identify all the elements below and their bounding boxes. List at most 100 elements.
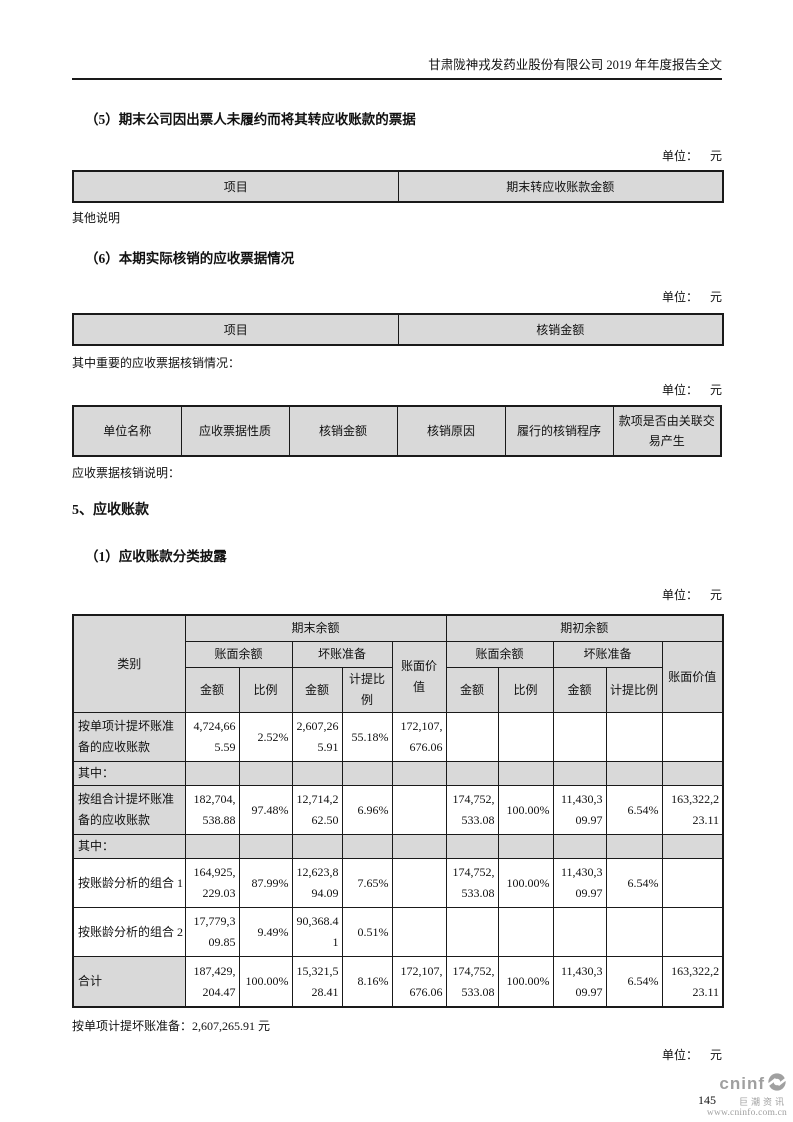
table-cell xyxy=(497,761,554,786)
table-cell xyxy=(605,907,663,957)
table-cell: 9.49% xyxy=(238,907,293,957)
table-cell xyxy=(391,858,447,908)
page-header: 甘肃陇神戎发药业股份有限公司 2019 年年度报告全文 xyxy=(72,0,722,80)
col-header-item: 项目 xyxy=(72,313,399,346)
table-cell xyxy=(445,907,499,957)
table-row-subheader: 其中： xyxy=(72,761,724,786)
table-cell: 11,430,309.97 xyxy=(552,956,607,1008)
table-cell: 172,107,676.06 xyxy=(391,712,447,762)
col-header-writeoff-reason: 核销原因 xyxy=(396,405,506,457)
unit-label: 单位： xyxy=(661,588,698,602)
table-cell: 7.65% xyxy=(341,858,393,908)
table-cell: 174,752,533.08 xyxy=(445,785,499,835)
unit-label: 单位： xyxy=(661,149,698,163)
table-cell: 100.00% xyxy=(497,956,554,1008)
col-header-amount: 金额 xyxy=(291,667,343,713)
cninfo-logo: cninf 巨潮资讯 www.cninfo.com.cn xyxy=(707,1072,792,1119)
writeoff-explain-note: 应收票据核销说明： xyxy=(72,466,181,480)
table-cell xyxy=(552,712,607,762)
table-cell xyxy=(291,761,343,786)
table-cell xyxy=(552,761,607,786)
table-header-row: 项目 核销金额 xyxy=(72,313,724,346)
table-row-total: 合计 187,429,204.47 100.00% 15,321,528.41 … xyxy=(72,956,724,1008)
cninfo-brand-row: cninf xyxy=(707,1072,792,1097)
cninfo-swirl-icon xyxy=(762,1072,792,1097)
table-cell: 4,724,665.59 xyxy=(184,712,240,762)
table-cell xyxy=(445,834,499,859)
table-cell: 174,752,533.08 xyxy=(445,956,499,1008)
table-cell xyxy=(341,834,393,859)
table-cell xyxy=(184,834,240,859)
col-header-amount: 金额 xyxy=(445,667,499,713)
col-header-amount: 金额 xyxy=(184,667,240,713)
table-cell: 87.99% xyxy=(238,858,293,908)
cninfo-cn-name: 巨潮资讯 xyxy=(738,1096,787,1107)
important-writeoff-note: 其中重要的应收票据核销情况： xyxy=(72,356,241,370)
table-cell xyxy=(605,712,663,762)
table-cell xyxy=(391,761,447,786)
unit-line-5: 单位： 元 xyxy=(72,1046,722,1063)
table-cell xyxy=(661,834,724,859)
row-label: 按单项计提坏账准备的应收账款 xyxy=(72,712,186,762)
col-header-unit-name: 单位名称 xyxy=(72,405,182,457)
other-note: 其他说明 xyxy=(72,211,121,225)
table-cell: 2,607,265.91 xyxy=(291,712,343,762)
table-cell xyxy=(291,834,343,859)
unit-value: 元 xyxy=(709,290,722,304)
col-header-ratio: 比例 xyxy=(497,667,554,713)
col-header-writeoff-amount: 核销金额 xyxy=(397,313,724,346)
col-header-writeoff-amount: 核销金额 xyxy=(288,405,398,457)
table-cell: 100.00% xyxy=(238,956,293,1008)
table-cell: 12,714,262.50 xyxy=(291,785,343,835)
table-cell: 2.52% xyxy=(238,712,293,762)
col-header-note-nature: 应收票据性质 xyxy=(180,405,290,457)
individual-provision-footnote: 按单项计提坏账准备：2,607,265.91 元 xyxy=(72,1019,271,1033)
table-cell xyxy=(238,834,293,859)
table-cell: 8.16% xyxy=(341,956,393,1008)
table-cell: 100.00% xyxy=(497,785,554,835)
table-header-row: 金额 比例 金额 计提比例 金额 比例 金额 计提比例 xyxy=(73,667,723,713)
table-cell xyxy=(497,712,554,762)
col-header-transferred-amount: 期末转应收账款金额 xyxy=(397,170,724,203)
row-label: 按组合计提坏账准备的应收账款 xyxy=(72,785,186,835)
table-cell: 182,704,538.88 xyxy=(184,785,240,835)
table-cell: 11,430,309.97 xyxy=(552,858,607,908)
table-cell xyxy=(391,785,447,835)
table-cell xyxy=(497,907,554,957)
table-cell xyxy=(552,834,607,859)
table-cell: 97.48% xyxy=(238,785,293,835)
col-header-bad-debt: 坏账准备 xyxy=(291,641,393,668)
table-cell: 17,779,309.85 xyxy=(184,907,240,957)
unit-line-3: 单位： 元 xyxy=(72,381,722,398)
table-cell xyxy=(391,834,447,859)
unit-label: 单位： xyxy=(661,290,698,304)
table-cell: 6.54% xyxy=(605,858,663,908)
table-row-group-provision: 按组合计提坏账准备的应收账款 182,704,538.88 97.48% 12,… xyxy=(72,785,724,835)
table-header-row: 单位名称 应收票据性质 核销金额 核销原因 履行的核销程序 款项是否由关联交易产… xyxy=(72,405,722,457)
table-header-row: 类别 期末余额 期初余额 xyxy=(72,614,724,713)
col-header-ratio: 比例 xyxy=(238,667,293,713)
page-number: 145 xyxy=(698,1093,716,1107)
table-cell xyxy=(445,712,499,762)
unit-label: 单位： xyxy=(661,383,698,397)
table-header-row: 账面余额 坏账准备 账面价值 账面余额 坏账准备 账面价值 xyxy=(73,641,724,713)
section-ar-sub-heading: （1）应收账款分类披露 xyxy=(85,549,227,564)
col-header-book-value: 账面价值 xyxy=(391,641,447,713)
table-cell xyxy=(238,761,293,786)
unit-line-1: 单位： 元 xyxy=(72,147,722,164)
col-header-book-value: 账面价值 xyxy=(661,641,724,713)
ar-classification-table: 类别 期末余额 期初余额 账面余额 坏账准备 账面价值 账面余额 坏账准备 账面… xyxy=(72,614,725,1008)
table-row-individual-provision: 按单项计提坏账准备的应收账款 4,724,665.59 2.52% 2,607,… xyxy=(72,712,724,762)
table-cell xyxy=(661,712,724,762)
table-cell: 172,107,676.06 xyxy=(391,956,447,1008)
table-header-row: 项目 期末转应收账款金额 xyxy=(72,170,724,203)
table-cell: 6.96% xyxy=(341,785,393,835)
table-cell xyxy=(497,834,554,859)
col-header-book-balance: 账面余额 xyxy=(445,641,554,668)
table-cell xyxy=(391,907,447,957)
col-header-end-balance: 期末余额 xyxy=(184,614,447,642)
table-cell: 6.54% xyxy=(605,785,663,835)
col-header-related-party: 款项是否由关联交易产生 xyxy=(612,405,722,457)
row-label: 其中： xyxy=(72,834,186,859)
table-cell: 6.54% xyxy=(605,956,663,1008)
